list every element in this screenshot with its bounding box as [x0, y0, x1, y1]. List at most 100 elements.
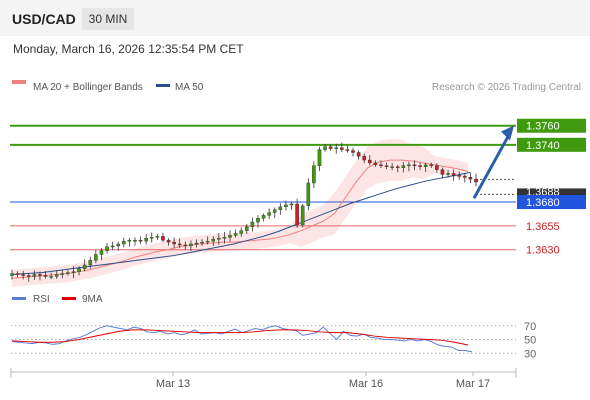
moving-averages — [11, 159, 471, 279]
rsi-legend-swatch — [12, 297, 26, 300]
candle — [384, 165, 389, 167]
level-labels: 1.37601.37401.36801.36551.36301.36881.36… — [517, 118, 586, 257]
candle — [116, 243, 121, 247]
x-tick-label: Mar 13 — [156, 378, 190, 390]
candle — [474, 178, 478, 183]
candle — [127, 239, 132, 242]
candle — [149, 237, 154, 239]
candle — [440, 169, 445, 175]
candle — [340, 147, 344, 150]
timeframe-label: 30 MIN — [89, 12, 128, 26]
candle — [222, 237, 227, 239]
level-label-3: 1.3655 — [526, 221, 560, 233]
candle — [43, 275, 48, 277]
candle — [457, 175, 462, 177]
arrow-head — [501, 125, 514, 141]
x-axis: Mar 13 Mar 16 Mar 17 — [10, 368, 517, 390]
candle — [312, 165, 316, 184]
candle — [423, 164, 428, 167]
candle — [300, 205, 305, 226]
current-price-tag — [517, 188, 586, 197]
candle — [77, 268, 81, 272]
candle — [172, 241, 176, 245]
candle — [94, 254, 98, 261]
candle — [451, 173, 456, 176]
level-label-0: 1.3760 — [526, 121, 560, 133]
candle — [155, 236, 160, 238]
candle — [15, 273, 20, 275]
candle — [122, 240, 126, 245]
candle — [194, 242, 199, 245]
candle — [435, 165, 439, 170]
candle — [345, 149, 350, 151]
candle — [289, 203, 294, 206]
candle — [334, 147, 339, 149]
credit-text: Research © 2026 Trading Central — [432, 82, 581, 93]
candle — [278, 206, 283, 210]
level-label-4: 1.3630 — [526, 245, 560, 257]
candle — [71, 271, 76, 273]
candle — [228, 235, 232, 238]
candle — [38, 274, 42, 276]
candle — [233, 233, 238, 236]
candle — [261, 215, 266, 219]
candle — [110, 245, 115, 248]
rsi-lines — [11, 325, 473, 353]
rsi-legend-label: RSI — [33, 294, 50, 305]
rsi-tick-50: 50 — [524, 335, 536, 347]
ma20-legend-swatch — [12, 80, 26, 84]
candle — [161, 236, 165, 241]
candle — [412, 164, 417, 167]
candle — [395, 166, 400, 168]
bollinger-band — [12, 139, 468, 287]
candle — [446, 173, 450, 175]
arrow-shaft — [472, 135, 510, 199]
level-tag-0 — [517, 118, 586, 133]
timeframe-badge[interactable] — [82, 8, 134, 30]
candle — [379, 164, 383, 167]
candle — [211, 239, 216, 242]
candle — [356, 152, 361, 157]
rsi-ma-legend-label: 9MA — [82, 294, 103, 305]
candle — [418, 165, 422, 167]
rsi-ma-line — [11, 329, 469, 346]
candle — [429, 164, 434, 167]
candle — [244, 226, 249, 231]
rsi-tick-70: 70 — [524, 321, 536, 333]
candle — [21, 274, 25, 276]
candle — [250, 221, 255, 228]
rsi-tick-30: 30 — [524, 348, 536, 360]
candle — [183, 244, 188, 247]
candle — [189, 243, 193, 247]
candle — [49, 276, 53, 278]
symbol-title: USD/CAD — [12, 11, 76, 27]
candle — [323, 146, 327, 150]
target-arrow — [472, 125, 514, 199]
candle — [60, 273, 65, 275]
candle — [99, 250, 104, 255]
candle — [267, 212, 271, 216]
ma50-line — [11, 171, 471, 276]
ma50-legend-label: MA 50 — [175, 82, 204, 93]
candle — [367, 159, 372, 164]
candle — [10, 273, 14, 276]
support-tag-overlay — [517, 195, 586, 210]
candle — [306, 182, 311, 207]
candle — [66, 272, 70, 274]
candle — [177, 243, 182, 246]
candle — [200, 241, 204, 244]
candle — [272, 209, 277, 213]
candles — [10, 142, 478, 282]
datetime-label: Monday, March 16, 2026 12:35:54 PM CET — [13, 42, 244, 56]
candle — [105, 246, 109, 251]
candle — [133, 239, 137, 242]
candle — [217, 238, 221, 240]
level-tag-1 — [517, 137, 586, 152]
candle — [54, 274, 59, 277]
candle — [401, 165, 406, 168]
candle — [362, 156, 366, 161]
candle — [239, 230, 244, 234]
levels — [10, 124, 516, 251]
